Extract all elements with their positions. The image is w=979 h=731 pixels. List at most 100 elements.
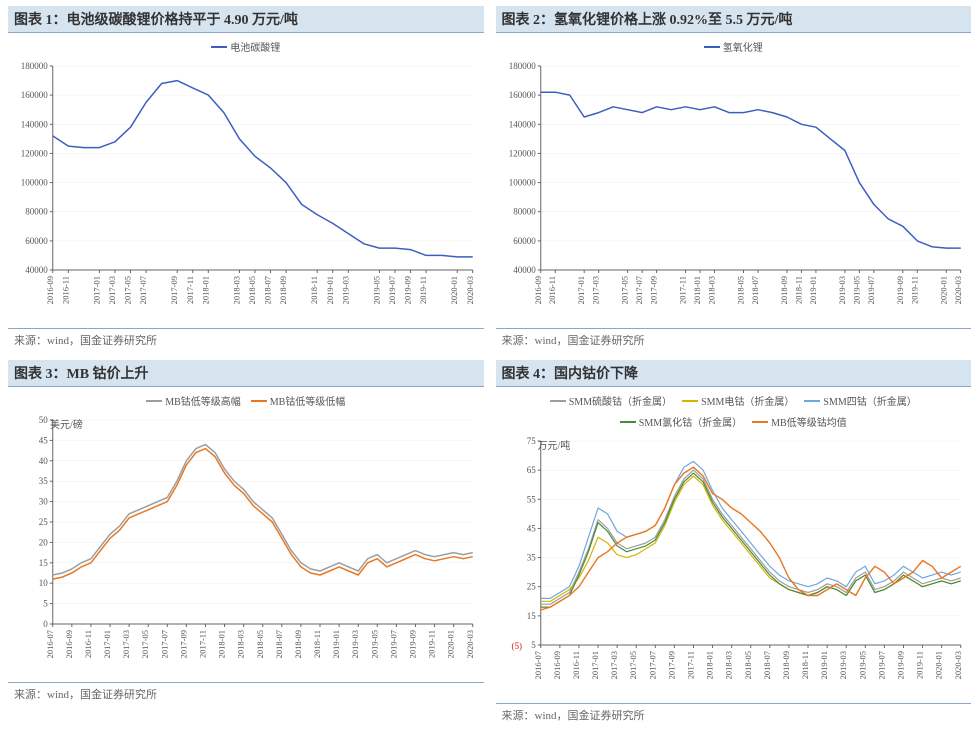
svg-text:2016-11: 2016-11 [83, 630, 93, 658]
svg-text:80000: 80000 [513, 207, 536, 217]
svg-text:2017-11: 2017-11 [677, 276, 687, 304]
svg-text:45: 45 [39, 435, 49, 445]
chart1-source: 来源：wind，国金证券研究所 [8, 328, 484, 350]
svg-text:2018-09: 2018-09 [778, 276, 788, 304]
svg-text:2020-01: 2020-01 [938, 276, 948, 304]
svg-text:60000: 60000 [513, 236, 536, 246]
svg-text:2019-01: 2019-01 [819, 651, 829, 679]
panel-chart1: 图表 1：电池级碳酸锂价格持平于 4.90 万元/吨 电池碳酸锂 4000060… [8, 6, 484, 350]
svg-text:2018-05: 2018-05 [742, 651, 752, 679]
svg-text:2017-03: 2017-03 [609, 651, 619, 679]
svg-text:2018-01: 2018-01 [217, 630, 227, 658]
svg-text:80000: 80000 [25, 207, 48, 217]
svg-text:2019-05: 2019-05 [851, 276, 861, 304]
svg-text:2019-01: 2019-01 [807, 276, 817, 304]
svg-text:2019-11: 2019-11 [909, 276, 919, 304]
svg-text:2016-11: 2016-11 [547, 276, 557, 304]
legend-swatch [704, 46, 720, 48]
chart4-small-red: (5) [512, 641, 523, 651]
svg-text:2017-09: 2017-09 [169, 276, 179, 304]
svg-text:2019-09: 2019-09 [407, 630, 417, 658]
svg-text:2017-05: 2017-05 [619, 276, 629, 304]
legend-swatch [620, 421, 636, 423]
chart3-source: 来源：wind，国金证券研究所 [8, 682, 484, 704]
svg-text:2020-01: 2020-01 [933, 651, 943, 679]
svg-text:2020-01: 2020-01 [446, 630, 456, 658]
svg-text:160000: 160000 [21, 90, 49, 100]
legend-label: SMM四钴（折金属） [823, 393, 916, 408]
legend-label: SMM硫酸钴（折金属） [569, 393, 672, 408]
svg-text:75: 75 [526, 436, 536, 446]
svg-text:2017-09: 2017-09 [666, 651, 676, 679]
svg-text:2019-07: 2019-07 [865, 276, 875, 304]
svg-text:2017-03: 2017-03 [121, 630, 131, 658]
svg-text:2020-03: 2020-03 [465, 630, 475, 658]
svg-text:2017-03: 2017-03 [107, 276, 117, 304]
chart2-plot: 4000060000800001000001200001400001600001… [496, 56, 972, 326]
chart4-legend: SMM硫酸钴（折金属） SMM电钴（折金属） SMM四钴（折金属） SMM氯化钴（折金… [496, 391, 972, 431]
legend-item: MB低等级钴均值 [752, 414, 847, 429]
svg-text:2017-11: 2017-11 [197, 630, 207, 658]
legend-item: SMM电钴（折金属） [682, 393, 794, 408]
svg-text:2016-07: 2016-07 [532, 651, 542, 679]
svg-text:0: 0 [43, 619, 48, 629]
svg-text:2016-07: 2016-07 [45, 630, 55, 658]
legend-label: MB低等级钴均值 [771, 414, 847, 429]
panel-chart2: 图表 2：氢氧化锂价格上涨 0.92%至 5.5 万元/吨 氢氧化锂 40000… [496, 6, 972, 350]
chart3-title: 图表 3：MB 钴价上升 [8, 360, 484, 387]
svg-text:30: 30 [39, 497, 49, 507]
svg-text:2018-05: 2018-05 [247, 276, 257, 304]
legend-item: 电池碳酸锂 [211, 39, 280, 54]
svg-text:2017-01: 2017-01 [576, 276, 586, 304]
chart-grid: 图表 1：电池级碳酸锂价格持平于 4.90 万元/吨 电池碳酸锂 4000060… [0, 0, 979, 731]
legend-label: SMM氯化钴（折金属） [639, 414, 742, 429]
svg-text:2017-07: 2017-07 [159, 630, 169, 658]
svg-text:2017-01: 2017-01 [91, 276, 101, 304]
svg-text:15: 15 [526, 611, 536, 621]
svg-text:2018-11: 2018-11 [800, 651, 810, 679]
svg-text:2017-11: 2017-11 [185, 276, 195, 304]
svg-text:2019-03: 2019-03 [838, 651, 848, 679]
svg-text:120000: 120000 [21, 148, 49, 158]
svg-text:160000: 160000 [508, 90, 536, 100]
svg-text:2018-11: 2018-11 [793, 276, 803, 304]
chart4-title: 图表 4：国内钴价下降 [496, 360, 972, 387]
svg-text:2019-07: 2019-07 [387, 276, 397, 304]
svg-text:2019-09: 2019-09 [894, 276, 904, 304]
legend-item: SMM硫酸钴（折金属） [550, 393, 672, 408]
chart4-source: 来源：wind，国金证券研究所 [496, 703, 972, 725]
legend-item: MB钴低等级低幅 [251, 393, 346, 408]
svg-text:120000: 120000 [508, 148, 536, 158]
svg-text:2017-05: 2017-05 [140, 630, 150, 658]
svg-text:100000: 100000 [21, 178, 49, 188]
svg-text:2017-05: 2017-05 [123, 276, 133, 304]
svg-text:2019-03: 2019-03 [340, 276, 350, 304]
svg-text:2018-01: 2018-01 [200, 276, 210, 304]
panel-chart3: 图表 3：MB 钴价上升 MB钴低等级高幅MB钴低等级低幅 美元/磅 05101… [8, 360, 484, 725]
svg-text:2018-01: 2018-01 [692, 276, 702, 304]
svg-text:2016-09: 2016-09 [64, 630, 74, 658]
svg-text:40000: 40000 [25, 265, 48, 275]
chart3-plot: 美元/磅 051015202530354045502016-072016-092… [8, 410, 484, 680]
svg-text:2017-07: 2017-07 [138, 276, 148, 304]
legend-label: 氢氧化锂 [723, 39, 763, 54]
svg-text:20: 20 [39, 537, 49, 547]
svg-text:2017-03: 2017-03 [590, 276, 600, 304]
svg-text:140000: 140000 [21, 119, 49, 129]
svg-text:55: 55 [526, 494, 536, 504]
svg-text:5: 5 [531, 640, 536, 650]
svg-text:2018-11: 2018-11 [312, 630, 322, 658]
svg-text:2019-11: 2019-11 [914, 651, 924, 679]
chart2-source: 来源：wind，国金证券研究所 [496, 328, 972, 350]
svg-text:2020-03: 2020-03 [952, 651, 962, 679]
svg-text:10: 10 [39, 578, 49, 588]
svg-text:45: 45 [526, 523, 536, 533]
panel-chart4: 图表 4：国内钴价下降 SMM硫酸钴（折金属） SMM电钴（折金属） SMM四钴（折… [496, 360, 972, 725]
chart3-y-label: 美元/磅 [50, 416, 83, 431]
chart4-y-label: 万元/吨 [538, 437, 571, 452]
legend-swatch [550, 400, 566, 402]
svg-text:2019-03: 2019-03 [350, 630, 360, 658]
svg-text:100000: 100000 [508, 178, 536, 188]
svg-text:2018-03: 2018-03 [706, 276, 716, 304]
legend-swatch [682, 400, 698, 402]
